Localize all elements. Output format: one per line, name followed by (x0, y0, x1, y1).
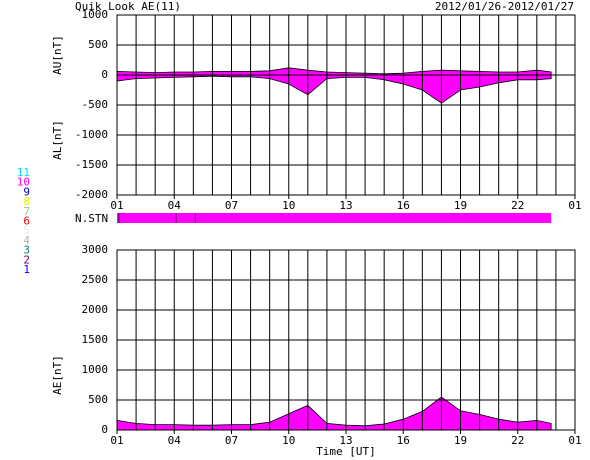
date-range: 2012/01/26-2012/01/27 (435, 0, 574, 13)
nstn-label: N.STN (75, 212, 108, 225)
x-tick-label: 19 (454, 199, 467, 212)
y-tick-label: -1500 (75, 158, 108, 171)
station-label: 6 (23, 215, 30, 228)
plot-frame (116, 14, 576, 196)
y-tick-label: 2000 (82, 303, 109, 316)
x-axis-label: Time [UT] (316, 445, 376, 458)
station-label: 10 (17, 176, 30, 189)
x-tick-label: 01 (568, 199, 581, 212)
station-label: 8 (23, 195, 30, 208)
y-tick-label: 1000 (82, 363, 109, 376)
x-tick-label: 07 (225, 434, 238, 447)
x-tick-label: 07 (225, 199, 238, 212)
y-tick-label: 500 (88, 393, 108, 406)
plot-frame (116, 249, 576, 431)
station-label: 3 (23, 244, 30, 257)
area (116, 67, 552, 76)
y-tick-label: 1000 (82, 8, 109, 21)
y-axis-label: AU[nT] (51, 35, 64, 75)
chart-title: Quik Look AE(11) (75, 0, 181, 13)
y-tick-label: -2000 (75, 188, 108, 201)
y-tick-label: 0 (101, 68, 108, 81)
y-tick-label: 500 (88, 38, 108, 51)
area (116, 74, 552, 104)
station-label: 1 (23, 263, 30, 276)
x-tick-label: 13 (339, 199, 352, 212)
station-label: 9 (23, 185, 30, 198)
nstn-bar (117, 213, 552, 223)
y-tick-label: -1000 (75, 128, 108, 141)
y-tick-label: 3000 (82, 243, 109, 256)
station-label: 11 (17, 166, 30, 179)
station-label: 5 (23, 224, 30, 237)
x-tick-label: 01 (110, 199, 123, 212)
station-label: 4 (23, 234, 30, 247)
x-tick-label: 10 (282, 199, 295, 212)
x-tick-label: 01 (110, 434, 123, 447)
station-label: 7 (23, 205, 30, 218)
area (116, 396, 552, 431)
x-tick-label: 22 (511, 434, 524, 447)
x-tick-label: 16 (397, 199, 410, 212)
x-tick-label: 01 (568, 434, 581, 447)
y-axis-label: AL[nT] (51, 120, 64, 160)
y-axis-label: AE[nT] (51, 355, 64, 395)
y-tick-label: -500 (82, 98, 109, 111)
x-tick-label: 16 (397, 434, 410, 447)
x-tick-label: 04 (168, 199, 182, 212)
y-tick-label: 0 (101, 423, 108, 436)
station-label: 2 (23, 253, 30, 266)
y-tick-label: 1500 (82, 333, 109, 346)
x-tick-label: 04 (168, 434, 182, 447)
x-tick-label: 19 (454, 434, 467, 447)
x-tick-label: 22 (511, 199, 524, 212)
x-tick-label: 13 (339, 434, 352, 447)
x-tick-label: 10 (282, 434, 295, 447)
y-tick-label: 2500 (82, 273, 109, 286)
